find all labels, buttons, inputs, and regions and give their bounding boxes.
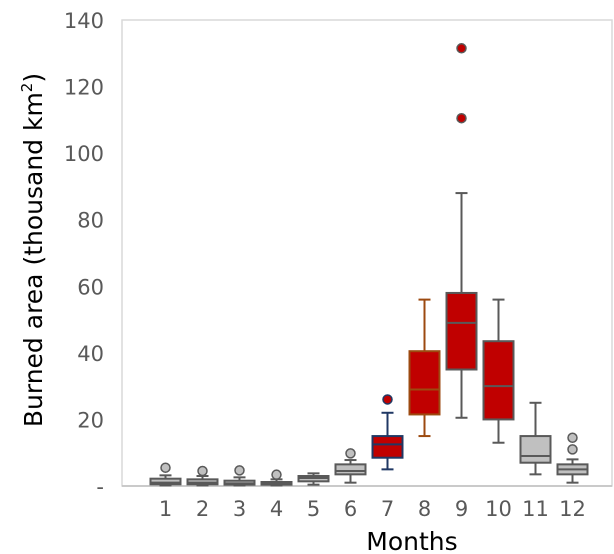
box-month-7 <box>371 394 404 471</box>
y-tick-label: 140 <box>64 9 104 33</box>
box-month-2 <box>186 465 219 487</box>
x-tick-label: 8 <box>418 497 431 521</box>
x-tick-label: 2 <box>196 497 209 521</box>
box-month-4 <box>260 469 293 487</box>
x-tick-label: 6 <box>344 497 357 521</box>
y-tick-label: 20 <box>77 408 104 432</box>
iqr-box <box>519 435 552 464</box>
box-month-10 <box>482 298 515 444</box>
y-tick-label: 120 <box>64 76 104 100</box>
x-tick-label: 9 <box>455 497 468 521</box>
y-axis-ticks: - 20 40 60 80 100 120 140 <box>64 9 104 499</box>
y-axis-title: Burned area (thousand km2) <box>18 73 48 427</box>
box-month-3 <box>223 465 256 487</box>
y-axis-title-superscript: 2 <box>18 83 36 93</box>
box-month-12 <box>556 432 589 484</box>
iqr-box <box>408 350 441 416</box>
iqr-box <box>482 340 515 421</box>
outlier-point <box>456 43 467 54</box>
x-tick-label: 11 <box>522 497 549 521</box>
x-tick-label: 3 <box>233 497 246 521</box>
box-month-11 <box>519 401 552 476</box>
iqr-box <box>149 477 182 486</box>
y-tick-label: 80 <box>77 209 104 233</box>
y-tick-label: 100 <box>64 142 104 166</box>
box-month-1 <box>149 462 182 487</box>
box-month-8 <box>408 298 441 438</box>
y-tick-label: 40 <box>77 342 104 366</box>
box-series <box>149 43 589 487</box>
outlier-point <box>197 465 208 477</box>
iqr-box <box>334 463 367 476</box>
iqr-box <box>445 291 478 371</box>
x-tick-label: 1 <box>159 497 172 521</box>
outlier-point <box>345 448 356 459</box>
x-tick-label: 12 <box>559 497 586 521</box>
y-axis-title-main: Burned area (thousand km <box>19 92 48 427</box>
box-month-9 <box>445 43 478 419</box>
x-axis-title: Months <box>366 527 457 554</box>
box-month-5 <box>297 472 330 486</box>
iqr-box <box>371 435 404 459</box>
plot-area-frame <box>121 19 613 487</box>
x-tick-label: 4 <box>270 497 283 521</box>
y-tick-label: 60 <box>77 275 104 299</box>
x-tick-label: 7 <box>381 497 394 521</box>
y-tick-label: - <box>96 475 104 499</box>
x-tick-label: 10 <box>485 497 512 521</box>
x-tick-label: 5 <box>307 497 320 521</box>
y-axis-title-close: ) <box>19 73 48 83</box>
outlier-point <box>234 465 245 476</box>
outlier-point <box>567 432 578 443</box>
box-month-6 <box>334 448 367 484</box>
outlier-point <box>456 112 467 124</box>
x-axis-ticks: 1 2 3 4 5 6 7 8 9 10 11 12 <box>159 497 586 521</box>
outlier-point <box>160 462 171 473</box>
outlier-point <box>271 469 282 480</box>
outlier-point <box>567 444 578 455</box>
outlier-point <box>382 394 393 405</box>
